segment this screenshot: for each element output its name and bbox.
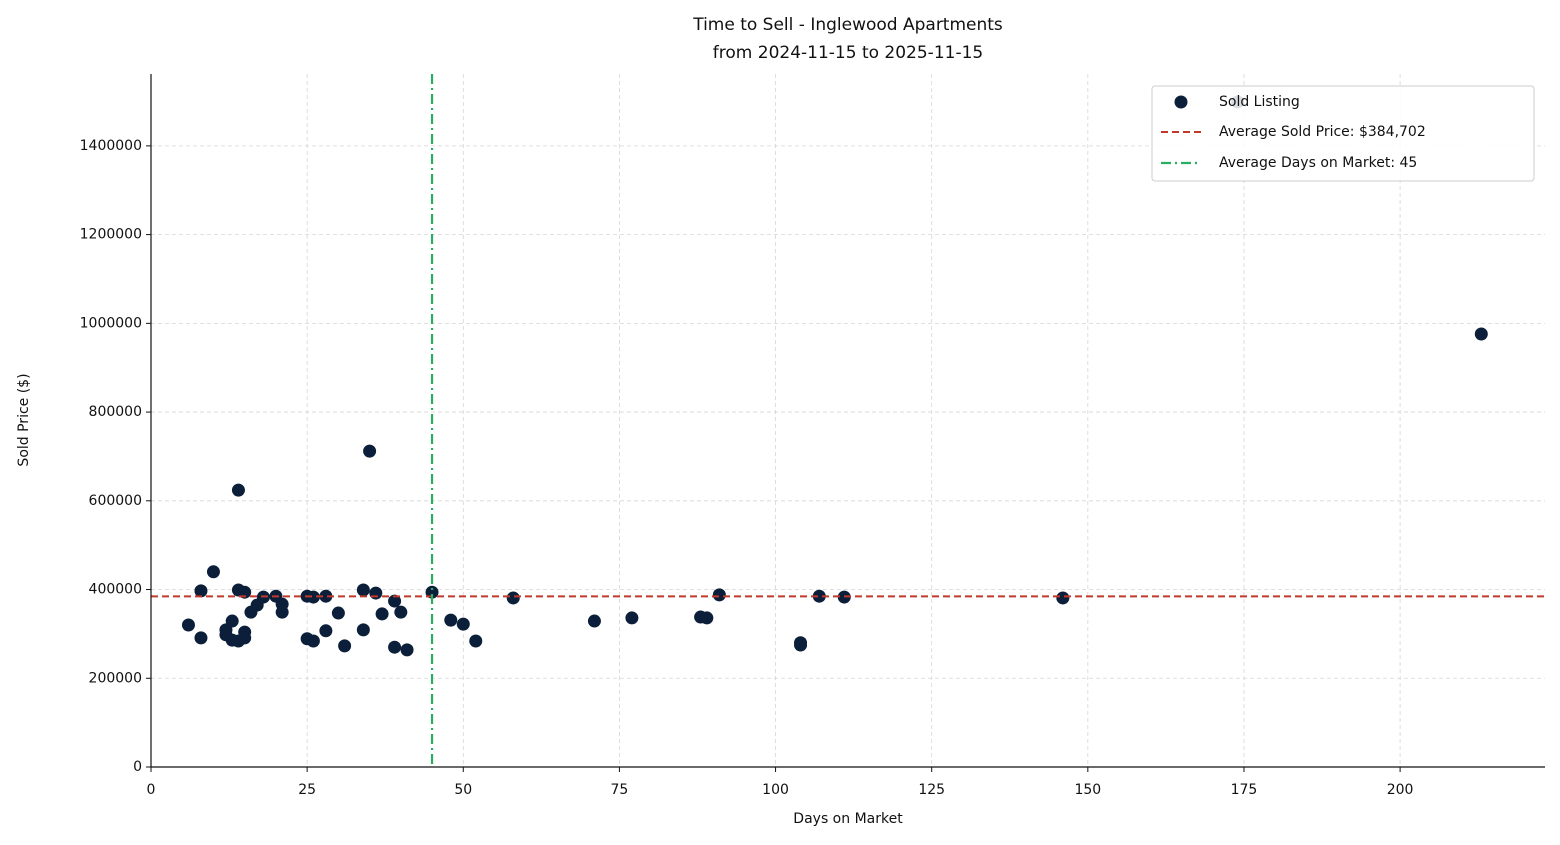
point <box>356 623 370 637</box>
y-tick-label: 200000 <box>89 670 142 686</box>
point <box>469 634 483 648</box>
point <box>363 444 377 458</box>
legend: Sold Listing Average Sold Price: $384,702… <box>1151 85 1535 182</box>
point <box>794 638 808 652</box>
legend-label: Average Sold Price: $384,702 <box>1219 124 1426 140</box>
point <box>444 613 458 627</box>
point <box>194 584 208 598</box>
point <box>388 640 402 654</box>
x-tick-label: 0 <box>147 782 156 798</box>
chart-title: Time to Sell - Inglewood Apartments <box>692 15 1003 35</box>
point <box>238 631 252 645</box>
point <box>319 624 333 638</box>
y-axis-label: Sold Price ($) <box>16 373 32 466</box>
point <box>206 565 220 579</box>
y-tick-label: 800000 <box>89 404 142 420</box>
point <box>625 611 639 625</box>
point <box>319 589 333 603</box>
legend-marker <box>1174 95 1188 109</box>
point <box>394 605 408 619</box>
point <box>700 611 714 625</box>
y-tick-label: 1400000 <box>80 138 142 154</box>
y-tick-label: 1000000 <box>80 315 142 331</box>
point <box>456 617 470 631</box>
x-tick-label: 175 <box>1231 782 1258 798</box>
y-tick-label: 400000 <box>89 582 142 598</box>
point <box>375 607 389 621</box>
point <box>356 583 370 597</box>
y-tick-label: 0 <box>133 759 142 775</box>
point <box>388 594 402 608</box>
point <box>231 483 245 497</box>
legend-label: Average Days on Market: 45 <box>1219 155 1417 171</box>
point <box>275 605 289 619</box>
x-tick-label: 100 <box>762 782 789 798</box>
x-tick-label: 150 <box>1074 782 1101 798</box>
x-tick-label: 25 <box>298 782 316 798</box>
chart-subtitle: from 2024-11-15 to 2025-11-15 <box>713 43 983 63</box>
point <box>369 586 383 600</box>
point <box>812 589 826 603</box>
y-tick-label: 1200000 <box>80 227 142 243</box>
point <box>587 614 601 628</box>
point <box>506 591 520 605</box>
x-tick-label: 125 <box>918 782 945 798</box>
point <box>712 588 726 602</box>
point <box>1056 591 1070 605</box>
point <box>1474 327 1488 341</box>
point <box>306 634 320 648</box>
point <box>306 590 320 604</box>
point <box>338 639 352 653</box>
point <box>400 643 414 657</box>
x-tick-label: 50 <box>454 782 472 798</box>
point <box>331 606 345 620</box>
x-tick-label: 75 <box>610 782 628 798</box>
point <box>181 618 195 632</box>
point <box>194 631 208 645</box>
legend-label: Sold Listing <box>1219 94 1300 110</box>
x-tick-label: 200 <box>1387 782 1414 798</box>
y-tick-label: 600000 <box>89 493 142 509</box>
legend-box <box>1151 85 1535 182</box>
x-axis-label: Days on Market <box>793 811 903 827</box>
